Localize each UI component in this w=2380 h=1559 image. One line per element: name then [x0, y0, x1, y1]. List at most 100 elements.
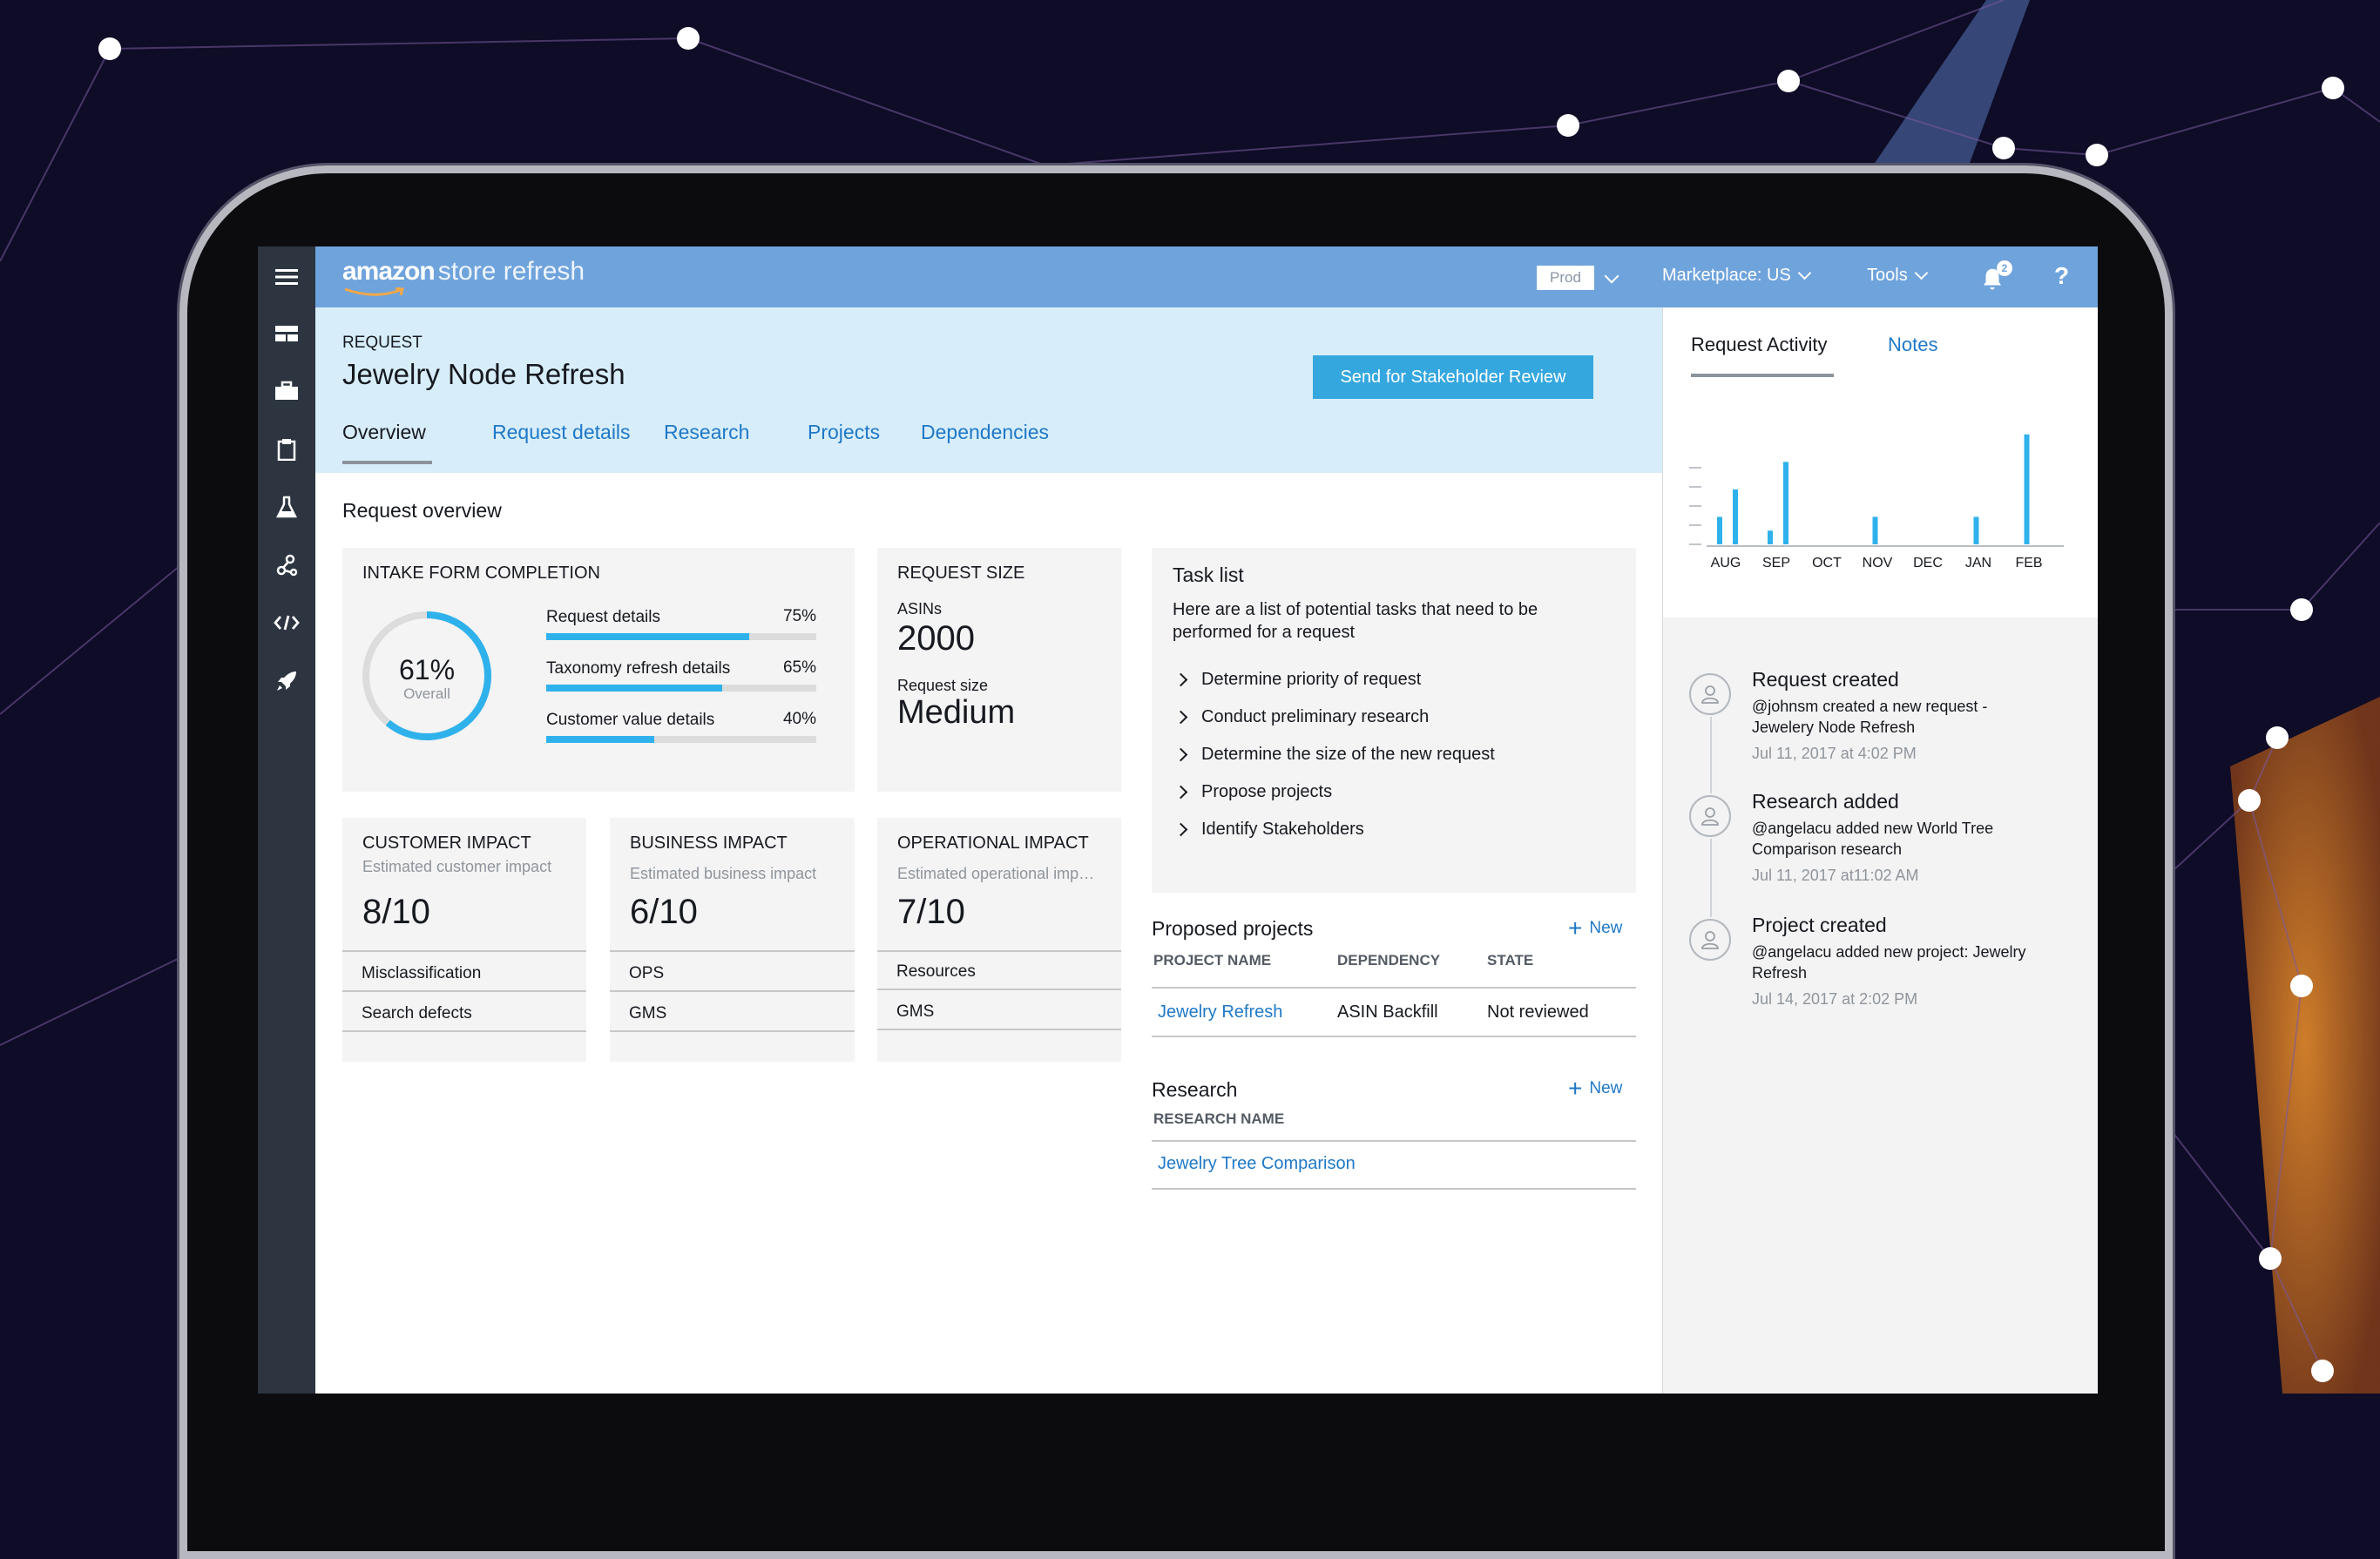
- environment-chevron-down-icon[interactable]: [1604, 268, 1619, 284]
- x-tick-label: FEB: [2015, 556, 2042, 570]
- activity-title: Request created: [1752, 668, 1899, 691]
- rocket-icon[interactable]: [273, 667, 301, 695]
- proposed-projects-title: Proposed projects: [1152, 917, 1314, 940]
- timeline-connector: [1710, 839, 1712, 917]
- impact-subtitle: Estimated customer impact: [362, 858, 552, 875]
- progress-label: Request details: [546, 608, 660, 626]
- notifications-button[interactable]: 2: [1979, 260, 2012, 294]
- tab-request-activity[interactable]: Request Activity: [1691, 334, 1828, 355]
- brand-logo[interactable]: amazon store refresh: [342, 257, 585, 297]
- new-research-button[interactable]: + New: [1568, 1076, 1623, 1101]
- overall-label: Overall: [403, 685, 450, 702]
- active-tab-indicator: [342, 461, 432, 464]
- clipboard-icon[interactable]: [273, 435, 301, 463]
- project-link[interactable]: Jewelry Refresh: [1158, 1002, 1283, 1022]
- top-navigation-bar: amazon store refresh Prod Marketplace: U…: [258, 246, 2098, 307]
- divider: [877, 1029, 1121, 1030]
- activity-panel: Request Activity Notes AUG SEP OCT NOV DEC JA…: [1662, 307, 2098, 1394]
- bell-icon: [1984, 268, 2001, 290]
- overall-progress-ring: [362, 611, 491, 740]
- tab-notes[interactable]: Notes: [1888, 334, 1938, 355]
- divider: [342, 990, 586, 992]
- activity-body: @angelacu added new project: Jewelry Ref…: [1752, 943, 2026, 982]
- chevron-right-icon: [1173, 785, 1188, 800]
- impact-row: OPS: [629, 964, 665, 982]
- impact-score: 6/10: [630, 893, 698, 931]
- section-title: Request overview: [342, 499, 502, 522]
- chevron-right-icon: [1173, 747, 1188, 762]
- task-list-title: Task list: [1173, 564, 1244, 586]
- tab-overview[interactable]: Overview: [342, 421, 426, 443]
- task-list-card: Task list Here are a list of potential t…: [1152, 548, 1636, 893]
- flask-icon[interactable]: [273, 493, 301, 521]
- research-link[interactable]: Jewelry Tree Comparison: [1158, 1154, 1356, 1173]
- active-tab-indicator: [1691, 374, 1834, 377]
- smile-icon: [344, 287, 404, 296]
- task-item[interactable]: Propose projects: [1173, 782, 1332, 802]
- progress-row: Request details 75%: [546, 607, 816, 640]
- impact-row: GMS: [629, 1004, 667, 1022]
- tab-dependencies[interactable]: Dependencies: [921, 421, 1050, 443]
- state-cell: Not reviewed: [1487, 1002, 1589, 1022]
- request-header: REQUEST Jewelry Node Refresh Send for St…: [315, 307, 1662, 473]
- research-title: Research: [1152, 1078, 1238, 1101]
- impact-score: 8/10: [362, 893, 430, 931]
- dependency-cell: ASIN Backfill: [1337, 1002, 1438, 1022]
- impact-subtitle: Estimated business impact: [630, 865, 817, 882]
- environment-select[interactable]: Prod: [1537, 266, 1594, 290]
- divider: [610, 990, 855, 992]
- progress-fill: [546, 736, 654, 743]
- activity-title: Project created: [1752, 914, 1887, 936]
- progress-percent: 40%: [782, 710, 816, 728]
- tab-research[interactable]: Research: [664, 421, 750, 443]
- request-label: REQUEST: [342, 334, 423, 352]
- menu-icon[interactable]: [273, 263, 301, 291]
- new-label: New: [1589, 1079, 1623, 1097]
- code-icon[interactable]: [273, 609, 301, 637]
- chevron-right-icon: [1173, 710, 1188, 725]
- tab-request-details[interactable]: Request details: [492, 421, 631, 443]
- chevron-right-icon: [1173, 672, 1188, 687]
- send-for-review-button[interactable]: Send for Stakeholder Review: [1313, 355, 1593, 399]
- chart-bar: [1872, 516, 1878, 544]
- activity-date: Jul 14, 2017 at 2:02 PM: [1752, 990, 1918, 1008]
- tools-menu[interactable]: Tools: [1867, 266, 1928, 286]
- activity-body: @angelacu added new World Tree Compariso…: [1752, 820, 1994, 858]
- task-label: Determine priority of request: [1201, 670, 1422, 689]
- task-item[interactable]: Determine the size of the new request: [1173, 745, 1495, 765]
- intake-card-title: INTAKE FORM COMPLETION: [362, 564, 600, 583]
- marketplace-label: Marketplace: US: [1662, 266, 1791, 285]
- left-icon-rail: [258, 246, 315, 1394]
- task-item[interactable]: Identify Stakeholders: [1173, 820, 1364, 840]
- x-tick-label: SEP: [1762, 556, 1790, 570]
- x-tick-label: NOV: [1863, 556, 1893, 570]
- share-icon[interactable]: [273, 551, 301, 579]
- briefcase-icon[interactable]: [273, 377, 301, 405]
- chart-bar: [2024, 434, 2030, 544]
- marketplace-menu[interactable]: Marketplace: US: [1662, 266, 1812, 286]
- dashboard-icon[interactable]: [273, 320, 301, 348]
- user-avatar-icon: [1689, 673, 1731, 715]
- progress-track: [546, 685, 816, 692]
- activity-title: Research added: [1752, 790, 1899, 813]
- tools-label: Tools: [1867, 266, 1908, 285]
- progress-row: Taxonomy refresh details 65%: [546, 658, 816, 692]
- app-window: amazon store refresh Prod Marketplace: U…: [258, 246, 2098, 1394]
- divider: [1152, 1140, 1636, 1142]
- divider: [610, 1030, 855, 1032]
- plus-icon: +: [1568, 914, 1583, 941]
- task-label: Determine the size of the new request: [1201, 745, 1495, 764]
- progress-fill: [546, 633, 749, 640]
- progress-track: [546, 633, 816, 640]
- new-project-button[interactable]: + New: [1568, 914, 1622, 941]
- tab-projects[interactable]: Projects: [808, 421, 881, 443]
- task-item[interactable]: Conduct preliminary research: [1173, 707, 1429, 727]
- x-tick-label: DEC: [1913, 556, 1943, 570]
- size-label: Request size: [897, 677, 989, 694]
- task-list-description: Here are a list of potential tasks that …: [1173, 600, 1538, 642]
- divider: [1152, 1188, 1636, 1190]
- divider: [1152, 1036, 1636, 1037]
- chevron-down-icon: [1797, 266, 1812, 280]
- help-icon[interactable]: ?: [2054, 262, 2070, 289]
- task-item[interactable]: Determine priority of request: [1173, 670, 1422, 690]
